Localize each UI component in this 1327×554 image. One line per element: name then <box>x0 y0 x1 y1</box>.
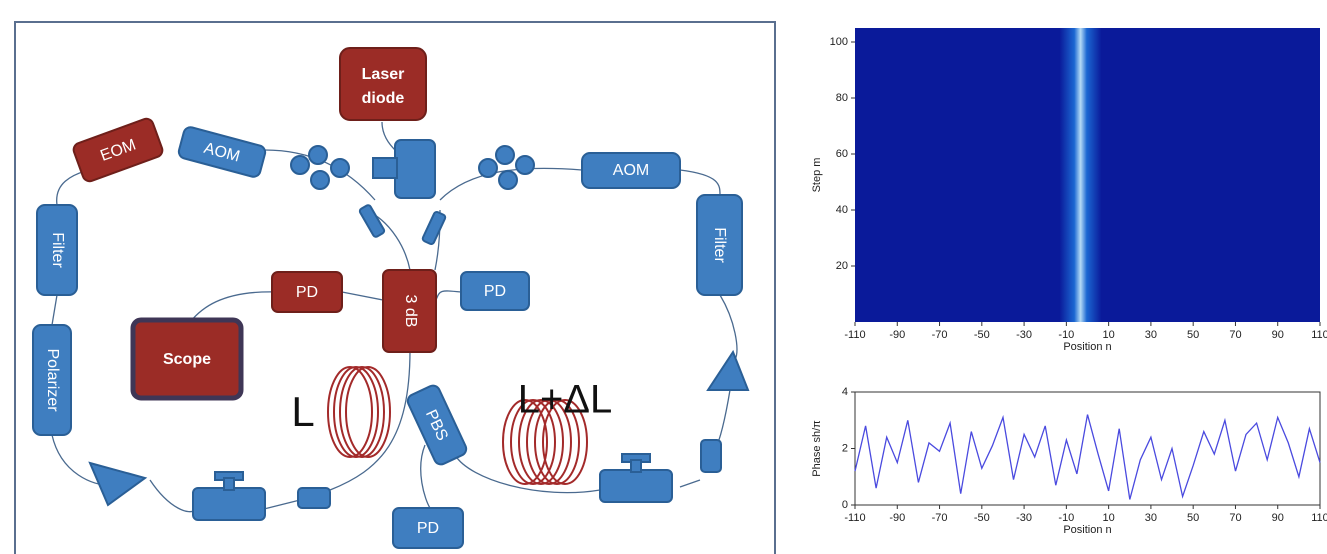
y-tick-label: 4 <box>842 386 848 398</box>
y-tick-label: 80 <box>836 92 848 104</box>
aom-label: AOM <box>613 162 649 179</box>
length-label: L <box>291 388 314 435</box>
x-tick-label: -70 <box>932 329 948 341</box>
x-tick-label: -90 <box>889 512 905 524</box>
x-tick-label: 70 <box>1229 512 1241 524</box>
y-tick-label: 0 <box>842 499 848 511</box>
x-tick-label: 50 <box>1187 329 1199 341</box>
x-tick-label: 70 <box>1229 329 1241 341</box>
y-tick-label: 100 <box>830 36 848 48</box>
x-tick-label: -110 <box>844 512 865 524</box>
x-tick-label: 10 <box>1103 512 1115 524</box>
scope-label: Scope <box>163 351 211 368</box>
y-tick-label: 2 <box>842 442 848 454</box>
heatmap-band <box>1060 28 1102 322</box>
x-tick-label: -30 <box>1016 512 1032 524</box>
x-tick-label: -30 <box>1016 329 1032 341</box>
x-tick-label: 90 <box>1272 329 1284 341</box>
plot-background <box>855 392 1320 505</box>
x-tick-label: 50 <box>1187 512 1199 524</box>
polarizer-label: Polarizer <box>44 348 61 412</box>
y-axis-label: Phase sh/π <box>811 420 823 477</box>
y-tick-label: 60 <box>836 148 848 160</box>
x-tick-label: -70 <box>932 512 948 524</box>
x-tick-label: -10 <box>1058 512 1074 524</box>
length-label: L+ΔL <box>518 378 613 422</box>
pd-label: PD <box>417 520 439 537</box>
laser-label: diode <box>362 90 405 107</box>
x-tick-label: -90 <box>889 329 905 341</box>
x-tick-label: -10 <box>1058 329 1074 341</box>
filter-label: Filter <box>711 227 728 263</box>
x-axis-label: Position n <box>1063 341 1111 353</box>
x-tick-label: 30 <box>1145 329 1157 341</box>
setup-diagram: Laser diode EOM AOM AOM Filter Filter Po… <box>15 22 775 554</box>
y-axis-label: Step m <box>811 158 823 193</box>
laser-label: Laser <box>362 66 405 83</box>
page: Laser diode EOM AOM AOM Filter Filter Po… <box>0 0 1327 554</box>
x-tick-label: 30 <box>1145 512 1157 524</box>
x-tick-label: -110 <box>844 329 865 341</box>
x-tick-label: -50 <box>974 512 990 524</box>
y-tick-label: 40 <box>836 204 848 216</box>
aom-left: AOM <box>177 126 266 179</box>
coupler-label: 3 dB <box>402 295 419 328</box>
pd-label: PD <box>296 284 318 301</box>
filter-label: Filter <box>49 232 66 268</box>
pbs: PBS <box>406 383 469 466</box>
x-tick-label: 110 <box>1311 329 1327 341</box>
eom: EOM <box>72 117 165 183</box>
x-tick-label: 10 <box>1103 329 1115 341</box>
figure: Laser diode EOM AOM AOM Filter Filter Po… <box>0 0 1327 554</box>
pd-label: PD <box>484 283 506 300</box>
laser-box <box>340 48 426 120</box>
x-axis-label: Position n <box>1063 524 1111 536</box>
x-tick-label: 110 <box>1311 512 1327 524</box>
y-tick-label: 20 <box>836 260 848 272</box>
x-tick-label: 90 <box>1272 512 1284 524</box>
x-tick-label: -50 <box>974 329 990 341</box>
